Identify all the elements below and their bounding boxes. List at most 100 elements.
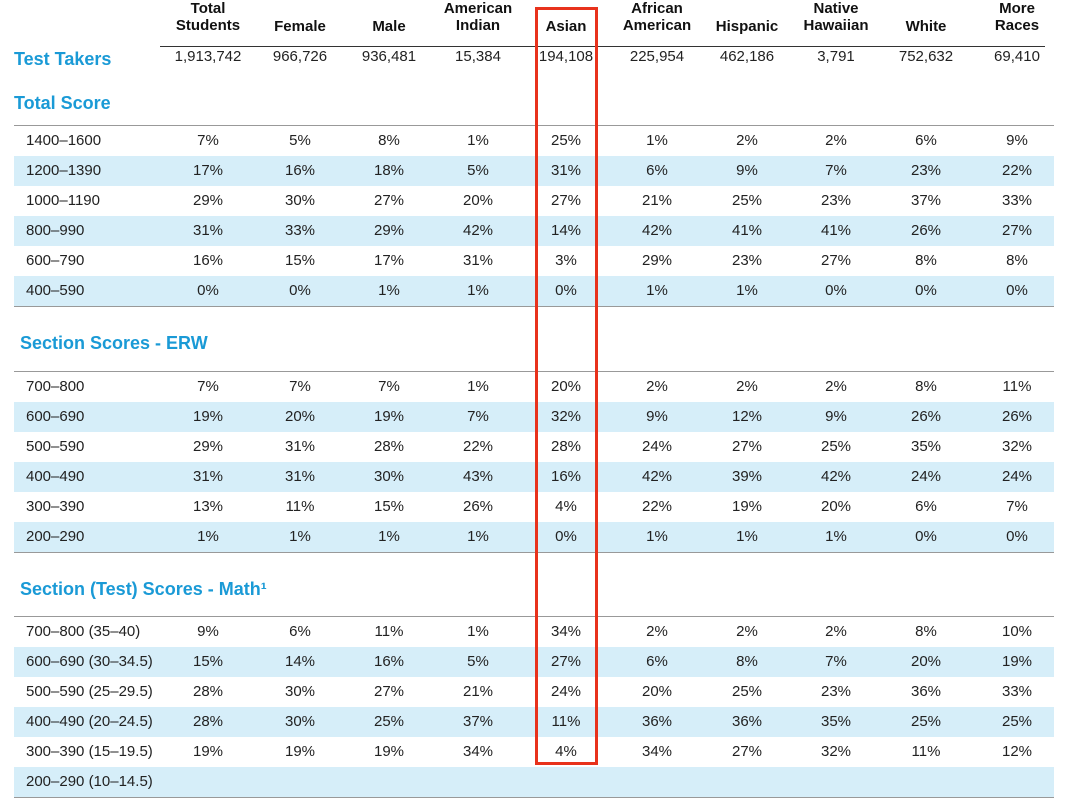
percent-cell: 27% — [731, 438, 763, 455]
column-header: Hispanic — [715, 18, 779, 35]
percent-cell: 20% — [284, 408, 316, 425]
percent-cell: 41% — [731, 222, 763, 239]
percent-cell: 8% — [915, 252, 937, 269]
percent-cell: 32% — [820, 743, 852, 760]
percent-cell: 19% — [373, 743, 405, 760]
percent-cell: 37% — [910, 192, 942, 209]
percent-cell: 9% — [646, 408, 668, 425]
percent-cell: 19% — [373, 408, 405, 425]
percent-cell: 25% — [910, 713, 942, 730]
column-header: Female — [274, 18, 326, 35]
percent-cell: 5% — [467, 653, 489, 670]
column-header: White — [905, 18, 947, 35]
section-title: Section (Test) Scores - Math¹ — [20, 579, 267, 599]
percent-cell: 6% — [915, 132, 937, 149]
percent-cell: 42% — [820, 468, 852, 485]
percent-cell: 24% — [550, 683, 582, 700]
table-row: 400–490 31% 31% 30% 43% 16% 42% 39% 42% 24% 24% — [14, 462, 1054, 492]
percent-cell: 16% — [373, 653, 405, 670]
score-range-label: 200–290 (10–14.5) — [26, 773, 153, 790]
percent-cell: 12% — [731, 408, 763, 425]
percent-cell: 1% — [736, 528, 758, 545]
percent-cell: 17% — [192, 162, 224, 179]
percent-cell: 5% — [467, 162, 489, 179]
percent-cell: 30% — [284, 192, 316, 209]
table-row: 500–590 29% 31% 28% 22% 28% 24% 27% 25% 35% 32% — [14, 432, 1054, 462]
section-divider — [14, 616, 1054, 617]
percent-cell — [260, 767, 340, 797]
test-takers-value: 462,186 — [719, 48, 775, 65]
percent-cell: 34% — [641, 743, 673, 760]
score-range-label: 400–490 — [26, 468, 85, 485]
percent-cell: 9% — [825, 408, 847, 425]
percent-cell: 9% — [736, 162, 758, 179]
percent-cell: 43% — [462, 468, 494, 485]
percent-cell: 15% — [192, 653, 224, 670]
score-range-label: 600–690 (30–34.5) — [26, 653, 153, 670]
percent-cell: 35% — [820, 713, 852, 730]
percent-cell — [977, 767, 1057, 797]
percent-cell: 30% — [284, 683, 316, 700]
percent-cell: 1% — [467, 282, 489, 299]
table-row: 1400–1600 7% 5% 8% 1% 25% 1% 2% 2% 6% 9% — [14, 126, 1054, 156]
table-row: 400–590 0% 0% 1% 1% 0% 1% 1% 0% 0% 0% — [14, 276, 1054, 306]
percent-cell: 9% — [1006, 132, 1028, 149]
percent-cell: 21% — [462, 683, 494, 700]
percent-cell: 23% — [820, 683, 852, 700]
percent-cell: 15% — [284, 252, 316, 269]
percent-cell: 31% — [284, 438, 316, 455]
score-range-label: 1200–1390 — [26, 162, 102, 179]
percent-cell — [886, 767, 966, 797]
percent-cell: 1% — [378, 528, 400, 545]
score-range-label: 500–590 (25–29.5) — [26, 683, 153, 700]
percent-cell: 7% — [825, 653, 847, 670]
percent-cell: 29% — [373, 222, 405, 239]
score-range-label: 200–290 — [26, 528, 85, 545]
percent-cell: 33% — [284, 222, 316, 239]
score-range-label: 600–790 — [26, 252, 85, 269]
percent-cell: 23% — [731, 252, 763, 269]
percent-cell: 34% — [550, 623, 582, 640]
percent-cell: 27% — [731, 743, 763, 760]
percent-cell: 7% — [197, 132, 219, 149]
percent-cell: 30% — [373, 468, 405, 485]
percent-cell: 30% — [284, 713, 316, 730]
percent-cell: 16% — [284, 162, 316, 179]
score-range-label: 700–800 — [26, 378, 85, 395]
test-takers-value: 3,791 — [817, 48, 855, 65]
score-range-label: 1400–1600 — [26, 132, 102, 149]
percent-cell: 24% — [1001, 468, 1033, 485]
percent-cell: 0% — [555, 282, 577, 299]
table-row: 600–690 19% 20% 19% 7% 32% 9% 12% 9% 26% 26% — [14, 402, 1054, 432]
percent-cell: 7% — [467, 408, 489, 425]
percent-cell: 29% — [641, 252, 673, 269]
table-row: 200–290 1% 1% 1% 1% 0% 1% 1% 1% 0% 0% — [14, 522, 1054, 552]
test-takers-value: 936,481 — [361, 48, 417, 65]
percent-cell: 42% — [641, 222, 673, 239]
percent-cell: 2% — [825, 623, 847, 640]
score-range-label: 400–590 — [26, 282, 85, 299]
percent-cell: 27% — [550, 653, 582, 670]
percent-cell: 18% — [373, 162, 405, 179]
percent-cell: 31% — [192, 468, 224, 485]
percent-cell: 6% — [915, 498, 937, 515]
percent-cell: 12% — [1001, 743, 1033, 760]
percent-cell: 34% — [462, 743, 494, 760]
percent-cell: 1% — [646, 282, 668, 299]
percent-cell: 8% — [915, 623, 937, 640]
percent-cell: 0% — [555, 528, 577, 545]
table-row: 500–590 (25–29.5) 28% 30% 27% 21% 24% 20% 25% 23… — [14, 677, 1054, 707]
percent-cell: 19% — [192, 743, 224, 760]
section-bottom-divider — [14, 552, 1054, 553]
test-takers-value: 194,108 — [538, 48, 594, 65]
percent-cell: 1% — [467, 378, 489, 395]
column-header: American Indian — [443, 0, 513, 34]
section-bottom-divider — [14, 306, 1054, 307]
column-header: Asian — [545, 18, 587, 35]
percent-cell: 16% — [192, 252, 224, 269]
percent-cell: 26% — [1001, 408, 1033, 425]
percent-cell — [168, 767, 248, 797]
percent-cell: 25% — [373, 713, 405, 730]
percent-cell: 28% — [550, 438, 582, 455]
percent-cell: 1% — [467, 528, 489, 545]
